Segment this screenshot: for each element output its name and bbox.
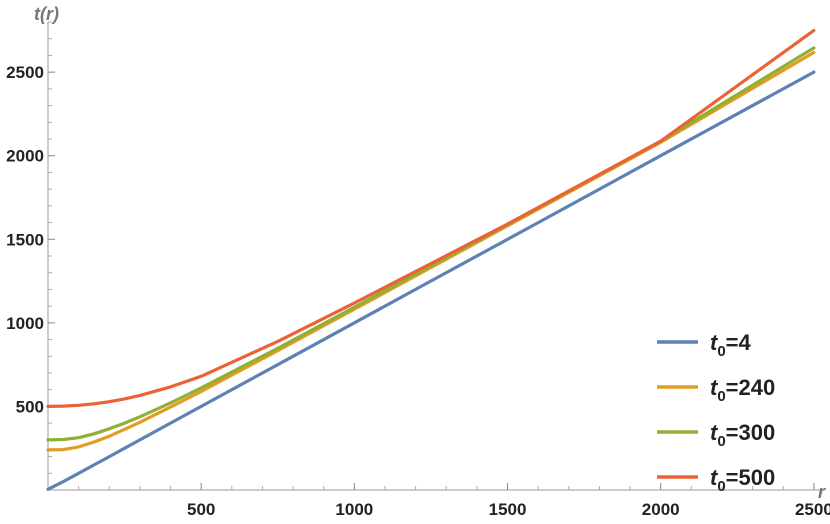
legend: t0=4 t0=240 t0=300 t0=500 — [657, 330, 775, 495]
x-tick-label: 1000 — [335, 500, 373, 519]
x-tick-label: 2500 — [795, 500, 830, 519]
legend-label: t0=500 — [710, 465, 775, 495]
legend-label: t0=4 — [710, 330, 752, 360]
legend-label: t0=300 — [710, 420, 775, 450]
legend-label: t0=240 — [710, 375, 775, 405]
series-line-2 — [46, 46, 816, 442]
y-tick-label: 1000 — [6, 314, 44, 333]
axes: 500 1000 1500 2000 2500 5001000150020002500 … — [6, 4, 830, 519]
x-tick-label: 2000 — [642, 500, 680, 519]
y-axis-label: t(r) — [34, 4, 59, 24]
y-ticks: 500 1000 1500 2000 2500 — [6, 63, 55, 416]
y-tick-label: 2000 — [6, 147, 44, 166]
y-tick-label: 500 — [16, 397, 44, 416]
x-tick-label: 500 — [187, 500, 215, 519]
series-layer — [46, 28, 816, 491]
x-tick-label: 1500 — [489, 500, 527, 519]
x-axis-label: r — [818, 482, 826, 502]
x-minor-ticks — [78, 486, 784, 490]
y-tick-label: 1500 — [6, 230, 44, 249]
y-minor-ticks — [48, 21, 52, 474]
series-line-3 — [46, 28, 816, 408]
y-tick-label: 2500 — [6, 63, 44, 82]
x-ticks: 500 1000 1500 2000 2500 — [187, 483, 830, 519]
series-line-0 — [46, 70, 816, 491]
